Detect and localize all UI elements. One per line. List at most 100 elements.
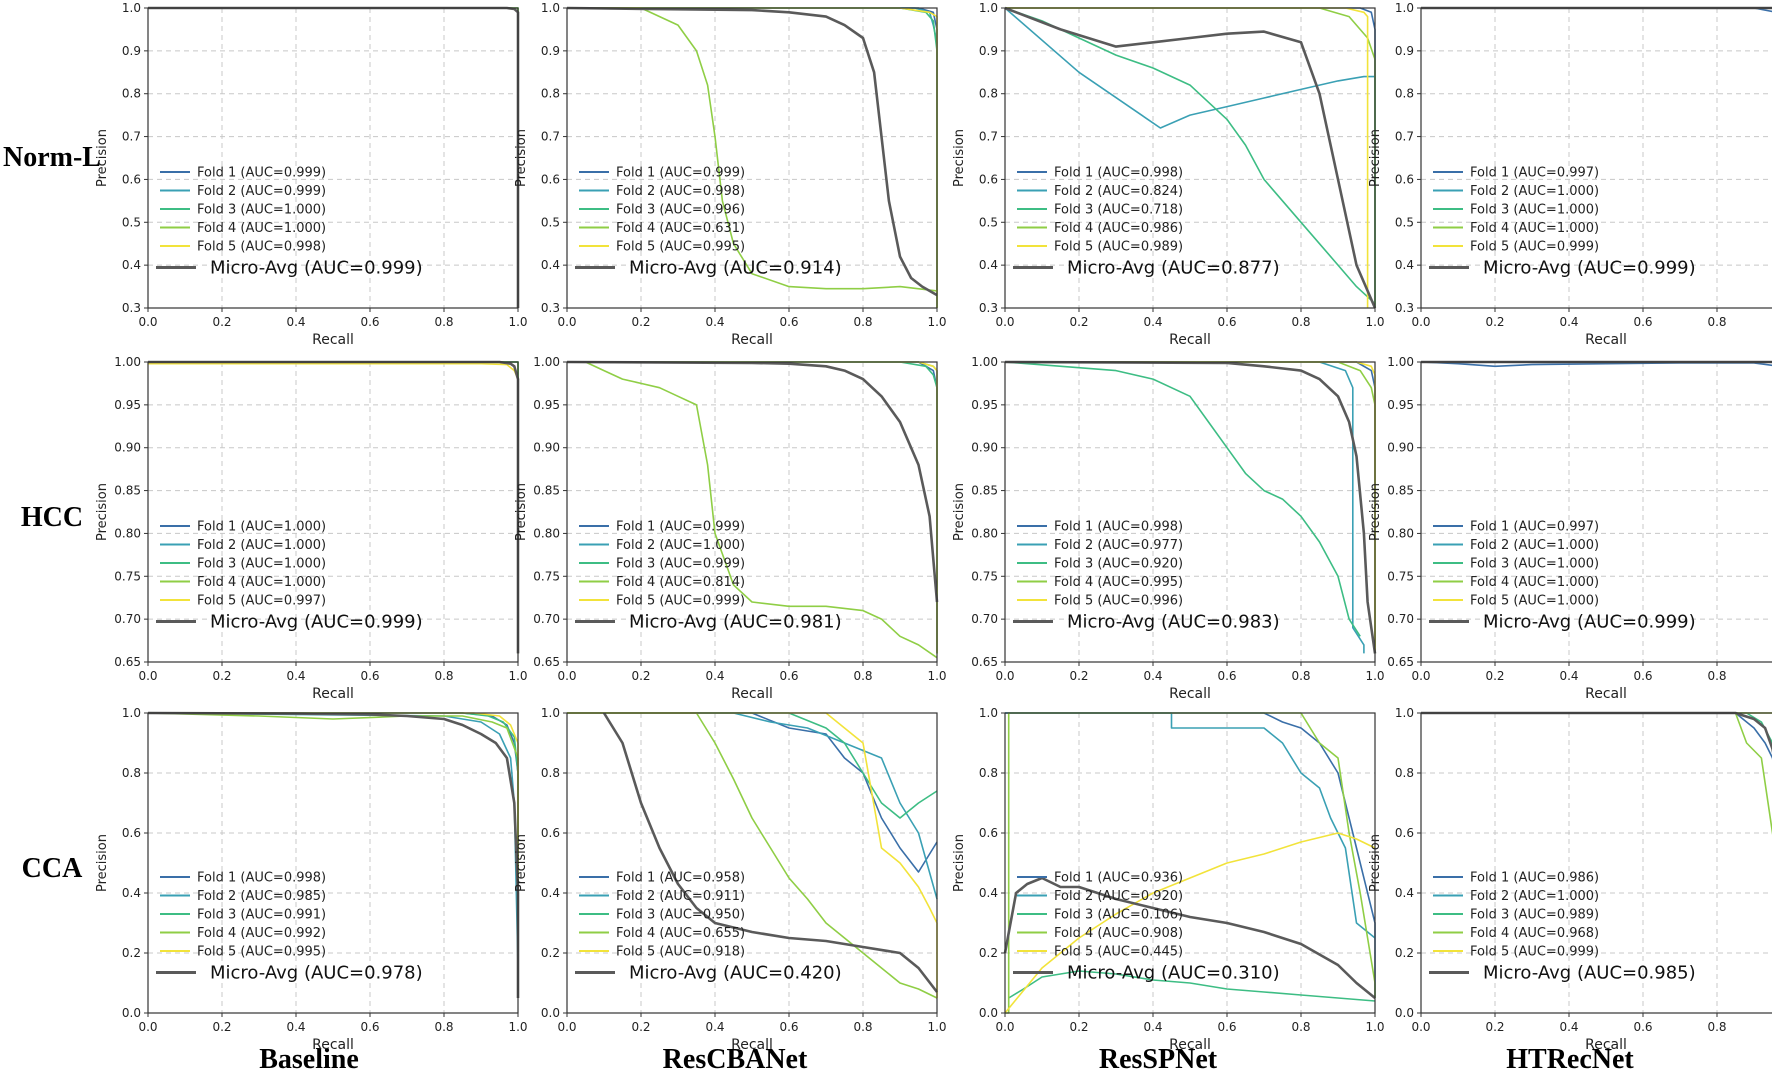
x-axis-label: Recall [731,332,773,348]
y-axis-label: Precision [95,483,110,541]
legend-entry: Fold 2 (AUC=0.999) [197,184,326,199]
y-tick-label: 0.90 [533,441,560,455]
y-tick-label: 0.90 [971,441,998,455]
y-tick-label: 0.75 [1387,569,1414,583]
plot-frame [1420,361,1772,663]
legend-entry: Fold 5 (AUC=0.998) [197,240,326,255]
legend-entry: Fold 5 (AUC=0.999) [616,594,745,609]
legend-entry: Fold 3 (AUC=0.106) [1054,908,1183,923]
x-tick-label: 0.4 [286,669,305,683]
micro-avg-curve [147,711,520,998]
x-tick-label: 1.0 [927,1020,946,1034]
legend-entry-micro: Micro-Avg (AUC=0.999) [210,612,423,633]
x-axis-label: Recall [312,332,354,348]
y-tick-label: 0.95 [1387,398,1414,412]
x-axis-label: Recall [312,686,354,702]
y-axis-label: Precision [514,834,529,892]
y-tick-label: 0.80 [533,526,560,540]
fold-2-curve [1005,361,1365,654]
y-axis-label: Precision [95,834,110,892]
legend-entry: Fold 1 (AUC=0.999) [616,166,745,181]
x-tick-label: 0.0 [138,669,157,683]
x-tick-label: 0.4 [1143,315,1162,329]
y-tick-label: 0.2 [979,946,998,960]
y-tick-label: 0.65 [533,655,560,669]
x-tick-label: 1.0 [927,669,946,683]
legend-entry: Fold 1 (AUC=0.998) [1054,520,1183,535]
legend-entry: Fold 5 (AUC=0.999) [1470,240,1599,255]
y-tick-label: 0.4 [122,258,141,272]
x-tick-label: 0.6 [1217,669,1236,683]
x-tick-label: 0.0 [557,669,576,683]
fold-3-curve [148,712,519,983]
legend-entry: Fold 4 (AUC=0.814) [616,575,745,590]
fold-1-curve [567,712,938,873]
x-tick-label: 0.0 [1411,669,1430,683]
y-tick-label: 0.65 [1387,655,1414,669]
y-axis-label: Precision [95,129,110,187]
x-tick-label: 0.2 [212,315,231,329]
pr-chart-panel: 0.0 0.2 0.4 0.6 0.8 1.0 0.65 0.70 0.75 0.80 0.85 0.… [95,355,528,702]
y-tick-label: 1.00 [114,355,141,369]
x-tick-label: 0.2 [1485,669,1504,683]
x-axis-label: Recall [1169,686,1211,702]
legend-entry: Fold 1 (AUC=0.999) [616,520,745,535]
x-tick-label: 1.0 [1365,315,1384,329]
y-tick-label: 0.65 [971,655,998,669]
y-tick-label: 0.8 [541,766,560,780]
y-tick-label: 0.2 [122,946,141,960]
y-tick-label: 0.6 [122,826,141,840]
legend-entry: Fold 2 (AUC=0.998) [616,184,745,199]
y-tick-label: 0.2 [541,946,560,960]
y-tick-label: 0.80 [114,526,141,540]
legend-entry-micro: Micro-Avg (AUC=0.310) [1067,963,1280,984]
legend-entry: Fold 4 (AUC=1.000) [197,221,326,236]
legend-entry: Fold 4 (AUC=0.655) [616,926,745,941]
y-tick-label: 0.9 [122,44,141,58]
fold-4-curve [148,361,519,654]
y-tick-label: 0.8 [979,87,998,101]
y-tick-label: 1.00 [971,355,998,369]
legend-entry-micro: Micro-Avg (AUC=0.978) [210,963,423,984]
y-tick-label: 0.8 [122,87,141,101]
x-tick-label: 0.8 [853,1020,872,1034]
x-tick-label: 1.0 [1365,1020,1384,1034]
x-tick-label: 0.6 [779,315,798,329]
fold-4-curve [1005,712,1376,1014]
x-tick-label: 0.2 [631,315,650,329]
pr-chart-panel: 0.0 0.2 0.4 0.6 0.8 1.0 0.3 0.4 0.5 0.6 0.7 0.8 0.9 1… [95,1,528,348]
fold-3-curve [567,712,938,819]
pr-chart-panel: 0.0 0.2 0.4 0.6 0.8 1.0 0.0 0.2 0.4 0.6 0.8 1.0 Reca… [514,706,947,1053]
y-tick-label: 0.8 [979,766,998,780]
x-axis-label: Recall [1169,332,1211,348]
x-tick-label: 0.2 [1069,315,1088,329]
legend-entry: Fold 1 (AUC=1.000) [197,520,326,535]
legend-entry-micro: Micro-Avg (AUC=0.981) [629,612,842,633]
fold-4-curve [1005,361,1376,654]
column-label: HTRecNet [1506,1044,1634,1075]
x-tick-label: 0.2 [631,669,650,683]
x-tick-label: 0.8 [853,669,872,683]
fold-3-curve [1008,970,1376,1002]
fold-3-curve [1004,7,1376,305]
pr-chart-panel: 0.0 0.2 0.4 0.6 0.8 1.0 0.65 0.70 0.75 0.80 0.85 0.… [952,355,1385,702]
x-axis-label: Recall [1585,1037,1627,1053]
fold-5-curve [148,362,519,654]
legend-entry: Fold 2 (AUC=1.000) [1470,184,1599,199]
y-tick-label: 0.8 [122,766,141,780]
x-tick-label: 0.6 [779,1020,798,1034]
x-tick-label: 0.0 [557,1020,576,1034]
legend-entry: Fold 4 (AUC=0.908) [1054,926,1183,941]
y-tick-label: 0.6 [1395,172,1414,186]
x-tick-label: 0.4 [286,315,305,329]
pr-chart-panel: 0.0 0.2 0.4 0.6 0.8 1.0 0.3 0.4 0.5 0.6 0.7 0.8 0.9 1… [514,1,947,348]
legend-entry: Fold 5 (AUC=0.995) [197,945,326,960]
legend-entry-micro: Micro-Avg (AUC=0.877) [1067,258,1280,279]
x-tick-label: 0.6 [1217,1020,1236,1034]
fold-4-curve [567,7,938,292]
x-tick-label: 0.2 [212,669,231,683]
plot-frame [1004,712,1376,1014]
row-label: Norm-L [3,142,101,173]
y-tick-label: 0.95 [533,398,560,412]
x-tick-label: 0.8 [1291,315,1310,329]
